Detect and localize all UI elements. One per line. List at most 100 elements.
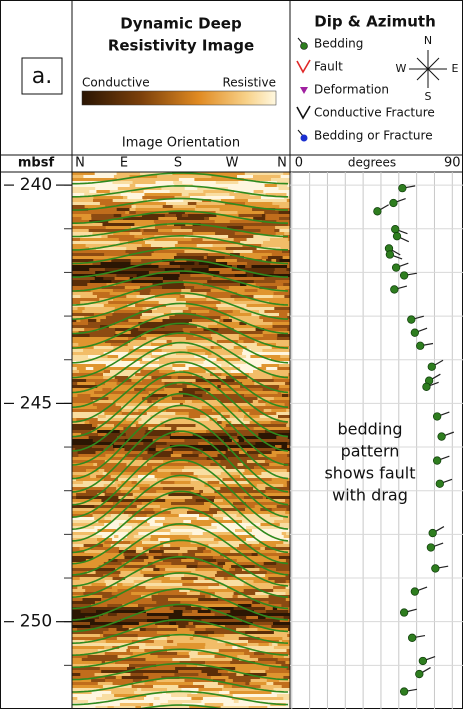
dip-point: [391, 286, 399, 294]
image-pixel: [245, 265, 252, 268]
image-pixel: [178, 625, 186, 628]
image-pixel: [193, 232, 215, 235]
image-pixel: [95, 172, 118, 175]
image-pixel: [199, 688, 215, 691]
image-pixel: [104, 370, 111, 373]
image-pixel: [152, 310, 172, 313]
image-pixel: [132, 256, 151, 259]
image-pixel: [105, 679, 114, 682]
image-pixel: [72, 352, 104, 355]
image-pixel: [142, 232, 173, 235]
image-pixel: [132, 688, 138, 691]
image-pixel: [116, 274, 137, 277]
image-pixel: [244, 340, 256, 343]
image-pixel: [281, 604, 289, 607]
image-pixel: [180, 547, 198, 550]
image-pixel: [273, 682, 285, 685]
image-pixel: [72, 409, 83, 412]
image-pixel: [144, 202, 162, 205]
image-pixel: [210, 388, 217, 391]
image-pixel: [123, 538, 151, 541]
image-pixel: [165, 499, 185, 502]
dip-point: [436, 480, 444, 488]
image-pixel: [235, 568, 243, 571]
image-pixel: [72, 268, 90, 271]
image-pixel: [72, 379, 87, 382]
image-pixel: [164, 178, 179, 181]
image-pixel: [189, 535, 218, 538]
image-pixel: [187, 511, 193, 514]
image-pixel: [175, 244, 197, 247]
image-pixel: [254, 190, 264, 193]
image-pixel: [282, 637, 303, 640]
image-pixel: [173, 205, 197, 208]
image-pixel: [184, 274, 191, 277]
image-pixel: [194, 262, 199, 265]
image-pixel: [165, 214, 177, 217]
image-pixel: [284, 190, 295, 193]
image-pixel: [168, 274, 181, 277]
image-pixel: [149, 550, 164, 553]
image-pixel: [215, 577, 225, 580]
image-pixel: [224, 685, 233, 688]
image-pixel: [194, 178, 210, 181]
image-pixel: [84, 643, 98, 646]
image-pixel: [96, 190, 110, 193]
image-pixel: [117, 427, 124, 430]
image-pixel: [117, 172, 141, 175]
image-pixel: [85, 307, 116, 310]
image-pixel: [282, 394, 289, 397]
image-pixel: [196, 205, 212, 208]
image-pixel: [287, 469, 304, 472]
image-pixel: [182, 454, 200, 457]
orientation-label: N: [75, 156, 85, 171]
image-pixel: [72, 670, 102, 673]
image-pixel: [115, 481, 122, 484]
image-pixel: [90, 475, 97, 478]
image-pixel: [228, 187, 261, 190]
image-pixel: [72, 343, 79, 346]
image-pixel: [72, 328, 85, 331]
image-pixel: [182, 553, 195, 556]
image-pixel: [278, 388, 307, 391]
image-pixel: [72, 229, 89, 232]
image-pixel: [223, 664, 253, 667]
image-pixel: [89, 487, 117, 490]
image-pixel: [179, 178, 195, 181]
image-pixel: [209, 508, 213, 511]
image-pixel: [114, 622, 140, 625]
image-pixel: [171, 562, 198, 565]
image-pixel: [219, 691, 230, 694]
image-pixel: [72, 364, 96, 367]
image-pixel: [139, 646, 164, 649]
image-pixel: [226, 376, 248, 379]
image-pixel: [225, 625, 250, 628]
legend-symbol: [301, 43, 308, 50]
image-pixel: [211, 649, 219, 652]
image-pixel: [108, 613, 117, 616]
image-pixel: [172, 367, 189, 370]
image-pixel: [202, 670, 219, 673]
image-pixel: [286, 424, 315, 427]
image-pixel: [130, 184, 136, 187]
image-pixel: [194, 472, 222, 475]
image-pixel: [180, 616, 202, 619]
dip-point: [392, 264, 400, 272]
image-pixel: [198, 673, 207, 676]
image-pixel: [153, 583, 183, 586]
image-pixel: [72, 418, 77, 421]
image-pixel: [191, 658, 205, 661]
image-pixel: [179, 277, 212, 280]
dip-point: [393, 232, 401, 240]
image-pixel: [250, 643, 259, 646]
image-pixel: [146, 658, 174, 661]
image-pixel: [157, 625, 178, 628]
image-pixel: [183, 520, 191, 523]
image-pixel: [129, 547, 136, 550]
image-pixel: [93, 196, 123, 199]
image-pixel: [281, 373, 289, 376]
image-pixel: [265, 670, 291, 673]
image-pixel: [72, 694, 103, 697]
image-pixel: [145, 682, 170, 685]
image-pixel: [132, 685, 154, 688]
